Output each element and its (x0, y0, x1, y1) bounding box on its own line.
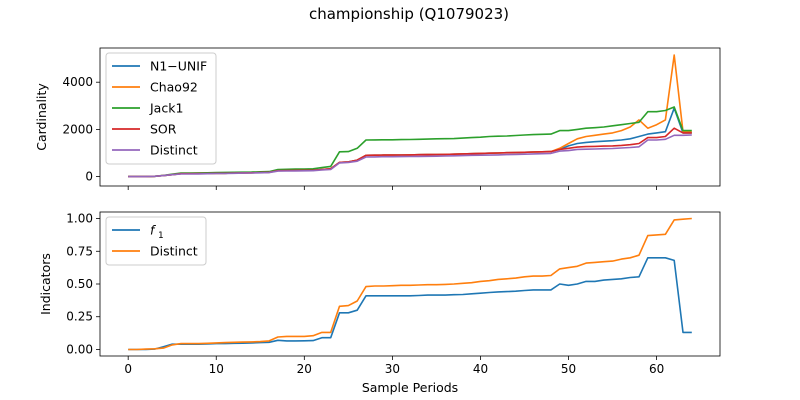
figure-title: championship (Q1079023) (309, 5, 509, 23)
bottom-subplot: 0 10 20 30 40 50 60 0.00 0.25 0.50 0.75 1.00 Indica… (38, 212, 721, 395)
top-y-tick-label: 0 (85, 170, 93, 184)
bottom-legend-label: Distinct (150, 244, 198, 259)
top-legend-label: N1−UNIF (150, 59, 207, 74)
bottom-axes-ticks: 0 10 20 30 40 50 60 0.00 0.25 0.50 0.75 1.00 (66, 212, 664, 376)
bottom-y-tick-label: 0.25 (66, 310, 93, 324)
top-series-lines (128, 54, 692, 178)
bottom-series-lines (128, 217, 692, 351)
bottom-y-tick-label: 0.50 (66, 277, 93, 291)
top-legend-label: Jack1 (149, 101, 183, 116)
x-tick-label: 30 (385, 362, 400, 376)
x-tick-label: 50 (561, 362, 576, 376)
x-tick-label: 10 (209, 362, 224, 376)
bottom-legend-label: f (150, 223, 156, 238)
x-tick-label: 60 (649, 362, 664, 376)
top-legend: N1−UNIF Chao92 Jack1 SOR Distinct (105, 52, 217, 165)
bottom-series-line-1 (128, 217, 692, 351)
x-axis-label: Sample Periods (362, 380, 458, 395)
top-y-tick-label: 2000 (62, 122, 93, 136)
bottom-y-tick-label: 0.00 (66, 342, 93, 356)
bottom-y-axis-label: Indicators (38, 253, 53, 315)
bottom-legend-label-subscript: 1 (158, 231, 164, 241)
top-series-line-2 (128, 106, 692, 178)
x-tick-label: 40 (473, 362, 488, 376)
bottom-legend-box (105, 216, 207, 266)
bottom-y-tick-label: 0.75 (66, 244, 93, 258)
top-axes-ticks: 0 2000 4000 (62, 75, 657, 190)
bottom-series-line-0 (128, 256, 692, 351)
top-series-line-4 (128, 134, 692, 178)
top-legend-label: Distinct (150, 143, 198, 158)
top-subplot: 0 2000 4000 Cardinality N1−UNIF Chao92 Jack1… (34, 47, 721, 190)
x-tick-label: 0 (124, 362, 132, 376)
x-tick-label: 20 (297, 362, 312, 376)
bottom-y-tick-label: 1.00 (66, 212, 93, 226)
top-y-axis-label: Cardinality (34, 83, 49, 151)
top-y-tick-label: 4000 (62, 75, 93, 89)
top-legend-label: SOR (150, 122, 177, 137)
top-legend-label: Chao92 (150, 80, 198, 95)
top-legend-box (105, 52, 217, 165)
bottom-legend: f 1 Distinct (105, 216, 207, 266)
